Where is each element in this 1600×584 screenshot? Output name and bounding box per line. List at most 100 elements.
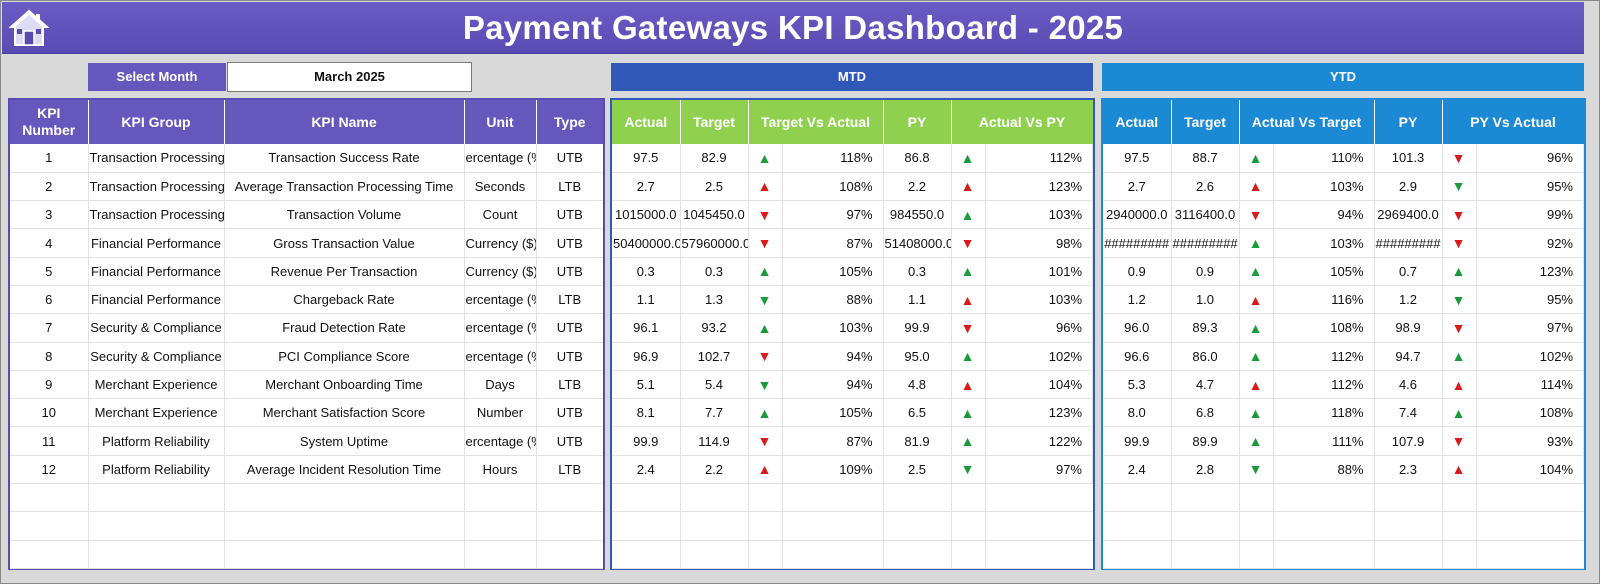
ytd-actual-cell: ######### xyxy=(1103,228,1172,258)
table-row: 1015000.0 1045450.0 ▼ 97% 984550.0 ▲ 103% xyxy=(612,200,1094,230)
ytd-pva-arrow-cell: ▲ xyxy=(1442,455,1477,485)
kpi-name-cell: Chargeback Rate xyxy=(224,285,465,315)
triangle-up-icon: ▲ xyxy=(960,149,975,166)
mtd-tva-arrow-cell: ▲ xyxy=(748,398,783,428)
ytd-target-cell: 3116400.0 xyxy=(1171,200,1240,230)
table-row: 96.9 102.7 ▼ 94% 95.0 ▲ 102% xyxy=(612,342,1094,371)
ytd-target-cell: 89.9 xyxy=(1171,426,1240,456)
ytd-pva-cell: 108% xyxy=(1476,398,1584,428)
triangle-up-icon: ▲ xyxy=(960,291,975,308)
ytd-actual-cell: 2.4 xyxy=(1103,455,1172,485)
triangle-down-icon: ▼ xyxy=(1248,206,1263,223)
mtd-tva-cell: 87% xyxy=(782,228,884,258)
ytd-py-cell: 2.3 xyxy=(1374,455,1443,485)
empty-cell xyxy=(1273,511,1375,541)
empty-cell xyxy=(1273,540,1375,569)
kpi-group-cell: Financial Performance xyxy=(88,228,225,258)
empty-cell xyxy=(1374,511,1443,541)
mtd-avp-arrow-cell: ▲ xyxy=(951,144,986,173)
home-icon[interactable] xyxy=(8,7,50,49)
type-cell: LTB xyxy=(536,285,603,315)
type-cell: LTB xyxy=(536,455,603,485)
type-cell: LTB xyxy=(536,370,603,400)
table-row: 97.5 82.9 ▲ 118% 86.8 ▲ 112% xyxy=(612,144,1094,173)
empty-cell xyxy=(536,540,603,569)
mtd-py-cell: 6.5 xyxy=(883,398,952,428)
ytd-avt-arrow-cell: ▼ xyxy=(1239,455,1274,485)
mtd-avp-cell: 122% xyxy=(985,426,1094,456)
table-row: 0.3 0.3 ▲ 105% 0.3 ▲ 101% xyxy=(612,257,1094,286)
ytd-target-cell: 86.0 xyxy=(1171,342,1240,371)
triangle-down-icon: ▼ xyxy=(960,235,975,252)
ytd-py-cell: 1.2 xyxy=(1374,285,1443,315)
type-cell: UTB xyxy=(536,426,603,456)
ytd-target-cell: 4.7 xyxy=(1171,370,1240,400)
empty-cell xyxy=(1476,540,1584,569)
table-row: 2.7 2.6 ▲ 103% 2.9 ▼ 95% xyxy=(1103,172,1584,202)
mtd-py-cell: 51408000.0 xyxy=(883,228,952,258)
month-dropdown[interactable]: March 2025 xyxy=(227,62,472,92)
mtd-target-cell: 57960000.0 xyxy=(680,228,749,258)
triangle-up-icon: ▲ xyxy=(960,178,975,195)
empty-cell xyxy=(1374,540,1443,569)
empty-cell xyxy=(748,483,783,513)
table-row: 2.4 2.2 ▲ 109% 2.5 ▼ 97% xyxy=(612,455,1094,485)
col-kpi-group: KPI Group xyxy=(88,100,225,144)
mtd-tva-cell: 97% xyxy=(782,200,884,230)
kpi-number-cell: 2 xyxy=(10,172,89,202)
mtd-col-target: Target xyxy=(680,100,749,144)
kpi-group-cell: Transaction Processing xyxy=(88,200,225,230)
mtd-actual-cell: 5.1 xyxy=(612,370,681,400)
select-month-label: Select Month xyxy=(88,63,226,91)
triangle-down-icon: ▼ xyxy=(1451,178,1466,195)
triangle-up-icon: ▲ xyxy=(1451,348,1466,365)
ytd-col-actual: Actual xyxy=(1103,100,1172,144)
triangle-up-icon: ▲ xyxy=(757,263,772,280)
mtd-avp-cell: 101% xyxy=(985,257,1094,286)
ytd-py-cell: 2.9 xyxy=(1374,172,1443,202)
ytd-col-target: Target xyxy=(1171,100,1240,144)
ytd-actual-cell: 2940000.0 xyxy=(1103,200,1172,230)
unit-cell: Hours xyxy=(464,455,537,485)
empty-cell xyxy=(1476,511,1584,541)
mtd-tva-cell: 88% xyxy=(782,285,884,315)
mtd-avp-cell: 103% xyxy=(985,285,1094,315)
empty-cell xyxy=(224,483,465,513)
mtd-panel: Actual Target Target Vs Actual PY Actual… xyxy=(610,98,1095,570)
kpi-name-cell: Merchant Satisfaction Score xyxy=(224,398,465,428)
triangle-up-icon: ▲ xyxy=(960,206,975,223)
triangle-up-icon: ▲ xyxy=(960,348,975,365)
kpi-name-cell: Average Incident Resolution Time xyxy=(224,455,465,485)
table-row: 50400000.0 57960000.0 ▼ 87% 51408000.0 ▼ 98% xyxy=(612,228,1094,258)
triangle-up-icon: ▲ xyxy=(757,404,772,421)
empty-cell xyxy=(88,540,225,569)
empty-cell xyxy=(10,540,89,569)
triangle-down-icon: ▼ xyxy=(757,235,772,252)
kpi-number-cell: 6 xyxy=(10,285,89,315)
ytd-avt-cell: 94% xyxy=(1273,200,1375,230)
mtd-tva-arrow-cell: ▲ xyxy=(748,455,783,485)
ytd-avt-arrow-cell: ▲ xyxy=(1239,172,1274,202)
unit-cell: ercentage (% xyxy=(464,285,537,315)
col-kpi-number: KPI Number xyxy=(10,100,89,144)
ytd-pva-cell: 123% xyxy=(1476,257,1584,286)
ytd-actual-cell: 1.2 xyxy=(1103,285,1172,315)
kpi-number-cell: 1 xyxy=(10,144,89,173)
table-row: 2 Transaction Processing Average Transacti… xyxy=(10,172,603,202)
empty-cell xyxy=(1476,483,1584,513)
mtd-section-header: MTD xyxy=(611,63,1093,91)
triangle-down-icon: ▼ xyxy=(1451,149,1466,166)
ytd-py-cell: 107.9 xyxy=(1374,426,1443,456)
mtd-actual-cell: 96.9 xyxy=(612,342,681,371)
empty-cell xyxy=(1374,483,1443,513)
kpi-group-cell: Transaction Processing xyxy=(88,172,225,202)
mtd-col-py: PY xyxy=(883,100,952,144)
unit-cell: Count xyxy=(464,200,537,230)
ytd-actual-cell: 0.9 xyxy=(1103,257,1172,286)
kpi-group-cell: Security & Compliance xyxy=(88,313,225,343)
ytd-pva-arrow-cell: ▼ xyxy=(1442,228,1477,258)
mtd-target-cell: 1.3 xyxy=(680,285,749,315)
triangle-down-icon: ▼ xyxy=(960,461,975,478)
empty-cell xyxy=(782,540,884,569)
mtd-actual-cell: 8.1 xyxy=(612,398,681,428)
